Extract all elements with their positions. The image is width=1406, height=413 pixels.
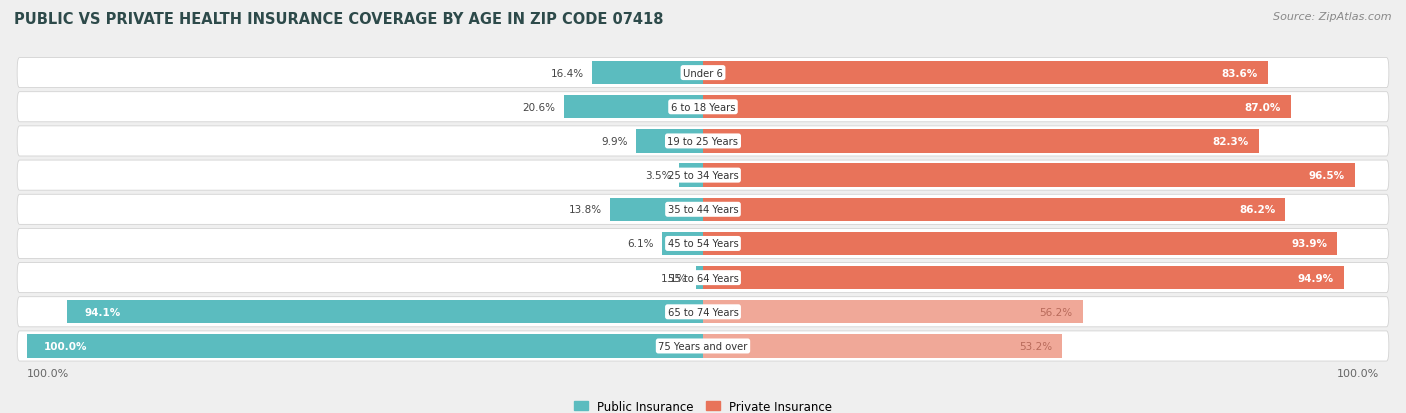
Bar — [679, 164, 703, 187]
Text: PUBLIC VS PRIVATE HEALTH INSURANCE COVERAGE BY AGE IN ZIP CODE 07418: PUBLIC VS PRIVATE HEALTH INSURANCE COVER… — [14, 12, 664, 27]
Text: 93.9%: 93.9% — [1291, 239, 1327, 249]
FancyBboxPatch shape — [17, 297, 1389, 327]
Bar — [27, 335, 703, 358]
Bar — [703, 62, 1268, 85]
Text: 20.6%: 20.6% — [523, 102, 555, 112]
Text: 94.9%: 94.9% — [1298, 273, 1334, 283]
Text: 100.0%: 100.0% — [44, 341, 87, 351]
Text: 13.8%: 13.8% — [568, 205, 602, 215]
Bar — [610, 198, 703, 221]
Text: 56.2%: 56.2% — [1039, 307, 1073, 317]
Text: 53.2%: 53.2% — [1019, 341, 1052, 351]
Bar — [703, 266, 1344, 290]
Bar — [703, 96, 1291, 119]
FancyBboxPatch shape — [17, 161, 1389, 191]
Text: 96.5%: 96.5% — [1309, 171, 1346, 180]
Bar — [636, 130, 703, 153]
Text: 3.5%: 3.5% — [645, 171, 671, 180]
Bar — [703, 198, 1285, 221]
FancyBboxPatch shape — [17, 195, 1389, 225]
Text: 55 to 64 Years: 55 to 64 Years — [668, 273, 738, 283]
Bar — [703, 335, 1063, 358]
Text: 94.1%: 94.1% — [84, 307, 121, 317]
FancyBboxPatch shape — [17, 331, 1389, 361]
Text: 35 to 44 Years: 35 to 44 Years — [668, 205, 738, 215]
Text: 9.9%: 9.9% — [602, 137, 628, 147]
FancyBboxPatch shape — [17, 58, 1389, 88]
Bar — [662, 232, 703, 256]
Text: 6.1%: 6.1% — [627, 239, 654, 249]
Text: 87.0%: 87.0% — [1244, 102, 1281, 112]
Text: Source: ZipAtlas.com: Source: ZipAtlas.com — [1274, 12, 1392, 22]
Bar — [564, 96, 703, 119]
FancyBboxPatch shape — [17, 263, 1389, 293]
Text: 83.6%: 83.6% — [1222, 69, 1258, 78]
Text: 75 Years and over: 75 Years and over — [658, 341, 748, 351]
Bar — [703, 300, 1083, 324]
FancyBboxPatch shape — [17, 229, 1389, 259]
FancyBboxPatch shape — [17, 127, 1389, 157]
Text: 1.1%: 1.1% — [661, 273, 688, 283]
Text: 65 to 74 Years: 65 to 74 Years — [668, 307, 738, 317]
Text: 16.4%: 16.4% — [551, 69, 583, 78]
Bar — [592, 62, 703, 85]
Text: 100.0%: 100.0% — [27, 368, 69, 378]
Bar — [703, 232, 1337, 256]
Bar — [696, 266, 703, 290]
Bar — [703, 130, 1260, 153]
Text: 25 to 34 Years: 25 to 34 Years — [668, 171, 738, 180]
Legend: Public Insurance, Private Insurance: Public Insurance, Private Insurance — [569, 395, 837, 413]
Text: Under 6: Under 6 — [683, 69, 723, 78]
Text: 86.2%: 86.2% — [1239, 205, 1275, 215]
Bar — [703, 164, 1355, 187]
FancyBboxPatch shape — [17, 93, 1389, 123]
Text: 100.0%: 100.0% — [1337, 368, 1379, 378]
Text: 82.3%: 82.3% — [1213, 137, 1249, 147]
Bar — [67, 300, 703, 324]
Text: 19 to 25 Years: 19 to 25 Years — [668, 137, 738, 147]
Text: 6 to 18 Years: 6 to 18 Years — [671, 102, 735, 112]
Text: 45 to 54 Years: 45 to 54 Years — [668, 239, 738, 249]
